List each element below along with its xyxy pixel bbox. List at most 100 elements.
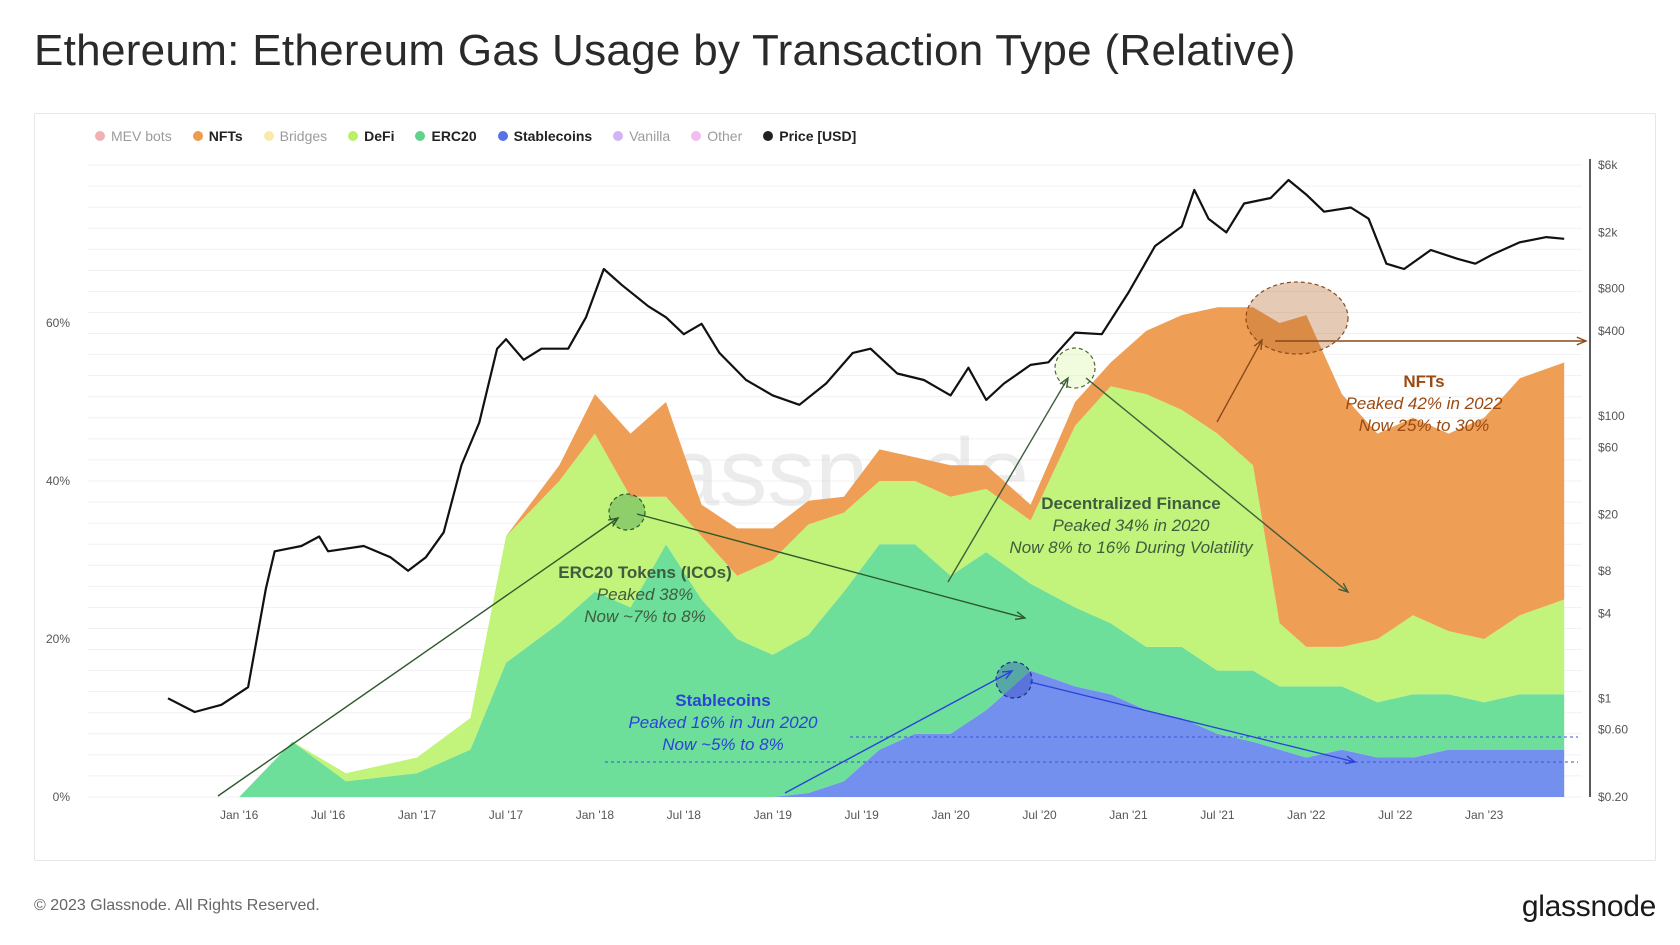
legend-dot [348,131,359,141]
erc20-rise-arrow [217,517,619,797]
y-right-tick-label: $8 [1598,564,1612,578]
defi-fall-arrow [1085,377,1349,593]
y-right-tick-label: $4 [1598,606,1612,620]
legend-label: ERC20 [431,128,477,144]
legend-label: Other [707,128,743,144]
defi-rise-arrow [947,377,1069,583]
x-tick-label: Jul '19 [845,808,880,822]
legend-item-erc20[interactable]: ERC20 [415,128,477,144]
area-nfts [168,307,1565,797]
nft-now-arrow-head [1576,336,1588,346]
legend-dot [613,131,624,141]
legend-item-nfts[interactable]: NFTs [192,128,243,144]
erc20-fall-arrow [636,513,1026,619]
nft-annotation-line: Peaked 42% in 2022 [1346,394,1503,413]
y-left-tick-label: 60% [46,316,70,330]
chart-legend: MEV bots NFTs Bridges DeFi ERC20 Stablecoins V… [95,128,856,144]
legend-dot [95,131,105,141]
erc20-annotation-title: ERC20 Tokens (ICOs) [558,563,732,582]
y-right-tick-label: $0.60 [1598,723,1628,737]
legend-label: Price [USD] [779,128,857,144]
y-right-tick-label: $1 [1598,691,1612,705]
y-right-tick-label: $20 [1598,508,1618,522]
x-tick-label: Jul '22 [1378,808,1413,822]
axes: 0% 20% 40% 60% $0.20 $0.60 $1 $4 $8 $20 $60 $100 $40… [46,158,1628,822]
legend-dot [263,131,274,141]
x-tick-label: Jan '21 [1109,808,1148,822]
erc20-annotation-line: Now ~7% to 8% [584,607,705,626]
x-tick-label: Jul '16 [311,808,346,822]
y-right-tick-label: $400 [1598,324,1625,338]
legend-item-vanilla[interactable]: Vanilla [613,128,670,144]
defi-rise-arrow-head [1059,376,1069,389]
nft-annotation-title: NFTs [1403,372,1444,391]
legend-dot [691,131,702,141]
annotations: ERC20 Tokens (ICOs) Peaked 38% Now ~7% to … [217,281,1588,797]
stable-annotation-line: Now ~5% to 8% [662,735,783,754]
legend-label: MEV bots [111,128,172,144]
defi-peak-marker [1054,347,1096,389]
nft-rise-arrow [1216,339,1263,423]
defi-annotation-line: Now 8% to 16% During Volatility [1009,538,1254,557]
legend-label: Bridges [279,128,328,144]
erc20-rise-arrow-head [608,516,620,527]
legend-item-price-usd[interactable]: Price [USD] [763,128,856,144]
legend-dot [763,131,774,141]
x-tick-label: Jul '20 [1022,808,1057,822]
area-erc20 [168,544,1565,797]
legend-label: Stablecoins [513,128,593,144]
y-right-tick-label: $0.20 [1598,790,1628,804]
erc20-peak-marker [608,493,646,531]
x-tick-label: Jan '17 [398,808,437,822]
area-defi [168,386,1565,797]
legend-dot [415,131,426,141]
y-right-tick-label: $2k [1598,225,1618,239]
erc20-annotation-line: Peaked 38% [597,585,693,604]
legend-dot [192,131,203,141]
y-right-tick-label: $60 [1598,440,1618,454]
x-tick-label: Jan '22 [1287,808,1326,822]
price-usd-line [167,178,1565,714]
legend-item-defi[interactable]: DeFi [348,128,394,144]
copyright-footer: © 2023 Glassnode. All Rights Reserved. [34,897,320,914]
x-tick-label: Jan '16 [220,808,259,822]
stable-rise-arrow-head [1001,670,1014,680]
x-tick-label: Jul '21 [1200,808,1235,822]
defi-annotation-line: Peaked 34% in 2020 [1053,516,1210,535]
y-left-tick-label: 20% [46,632,70,646]
y-left-tick-label: 0% [53,790,71,804]
nft-annotation-line: Now 25% to 30% [1359,416,1489,435]
defi-fall-arrow-head [1338,582,1350,594]
stable-rise-arrow [784,670,1013,794]
area-stablecoins [168,670,1565,797]
legend-label: Vanilla [629,128,671,144]
y-right-tick-label: $800 [1598,282,1625,296]
legend-label: DeFi [364,128,395,144]
x-tick-label: Jan '18 [576,808,615,822]
x-tick-label: Jan '19 [754,808,793,822]
glassnode-logo: glassnode [1521,890,1656,923]
nft-rise-arrow-head [1253,338,1263,351]
legend-item-other[interactable]: Other [691,128,742,144]
stable-fall-arrow [1029,681,1356,763]
legend-dot [497,131,508,141]
legend-label: NFTs [208,128,243,144]
y-right-tick-label: $6k [1598,158,1618,172]
x-tick-label: Jul '18 [667,808,702,822]
legend-item-stablecoins[interactable]: Stablecoins [497,128,593,144]
x-tick-label: Jan '20 [931,808,970,822]
price-line [167,178,1565,714]
nft-peak-marker [1245,281,1349,355]
legend-item-bridges[interactable]: Bridges [263,128,328,144]
page-title: Ethereum: Ethereum Gas Usage by Transact… [34,26,1296,75]
stable-annotation-line: Peaked 16% in Jun 2020 [628,713,818,732]
y-left-tick-label: 40% [46,474,70,488]
stable-peak-marker [995,661,1033,699]
legend-item-mev-bots[interactable]: MEV bots [95,128,172,144]
y-right-tick-label: $100 [1598,409,1625,423]
stacked-areas [168,307,1565,797]
defi-annotation-title: Decentralized Finance [1041,494,1221,513]
stable-fall-arrow-head [1345,755,1357,765]
x-tick-label: Jul '17 [489,808,524,822]
stable-annotation-title: Stablecoins [675,691,770,710]
